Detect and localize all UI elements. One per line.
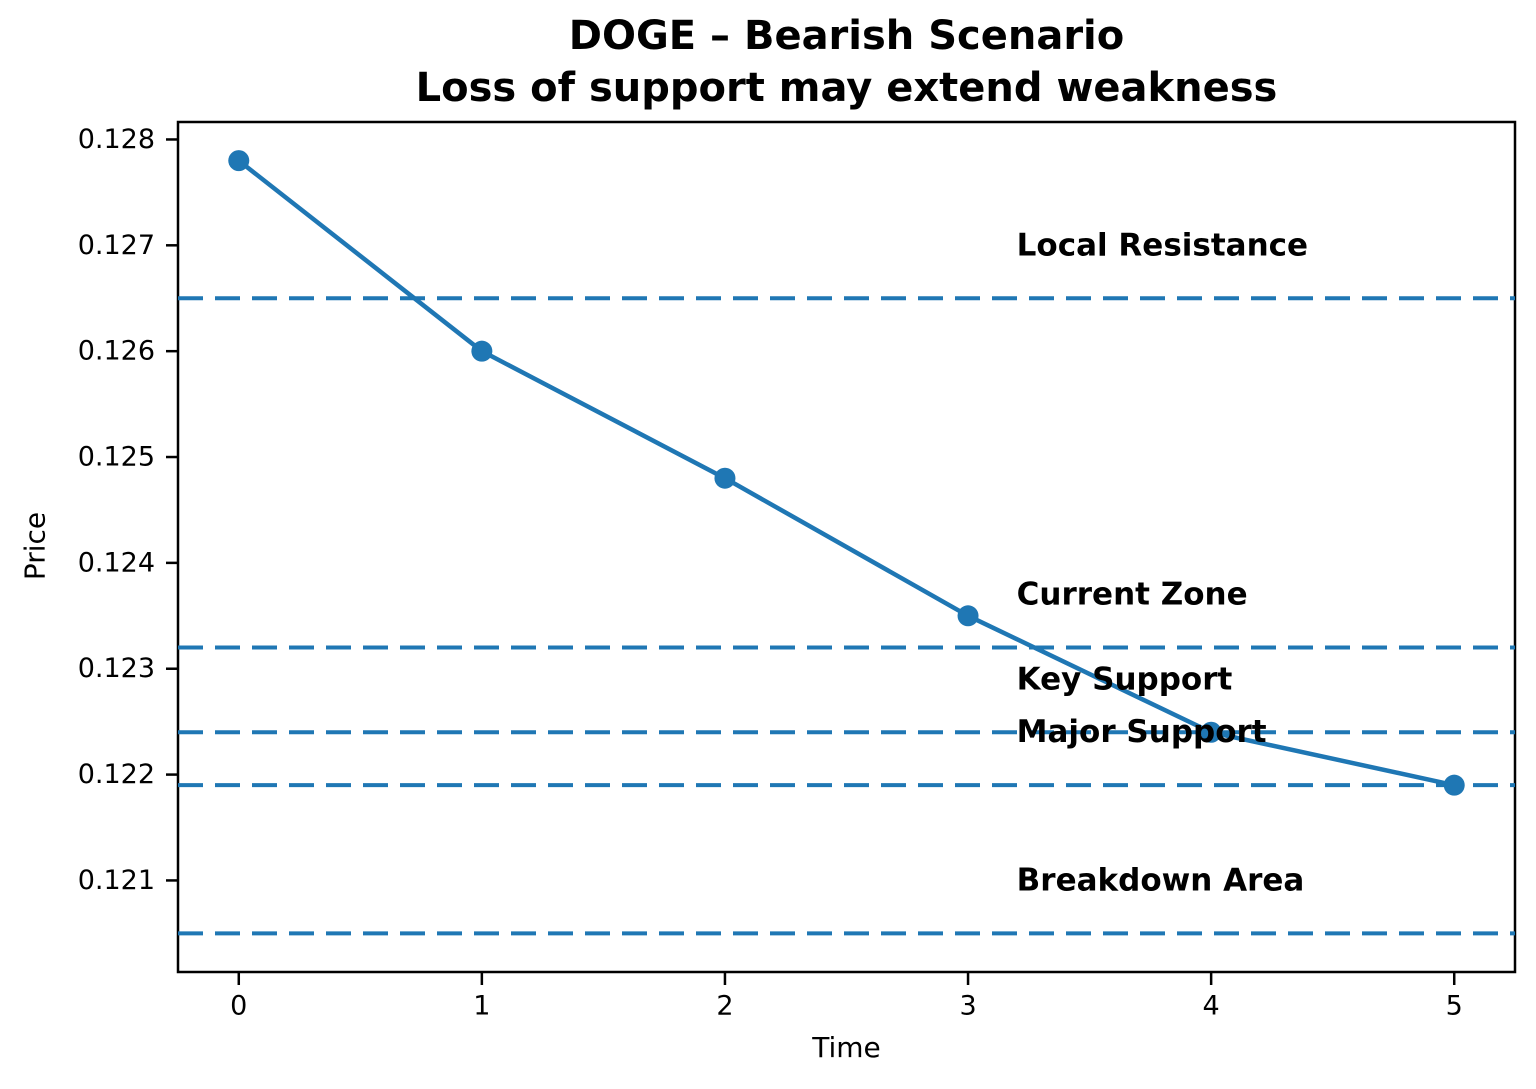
- price-marker: [1200, 721, 1222, 743]
- hline-label-current-zone: Current Zone: [1017, 577, 1248, 613]
- hline-label-major-support: Major Support: [1017, 714, 1267, 750]
- x-tick-label: 4: [1203, 991, 1220, 1022]
- price-marker: [1443, 774, 1465, 796]
- chart-title: DOGE – Bearish Scenario: [568, 13, 1125, 59]
- price-marker: [228, 150, 250, 172]
- x-tick-label: 2: [716, 991, 733, 1022]
- y-tick-label: 0.121: [78, 865, 155, 896]
- y-tick-label: 0.128: [78, 124, 155, 155]
- x-axis-label: Time: [812, 1031, 881, 1064]
- axes-frame: [176, 120, 1517, 974]
- hline-label-key-support: Key Support: [1017, 661, 1233, 697]
- y-axis-label: Price: [18, 511, 52, 581]
- hline-label-local-resistance: Local Resistance: [1017, 227, 1308, 263]
- hline-label-breakdown-area: Breakdown Area: [1017, 862, 1305, 898]
- price-line: [236, 158, 1457, 788]
- price-marker: [471, 340, 493, 362]
- x-tick-label: 1: [473, 991, 490, 1022]
- x-tick-label: 0: [230, 991, 247, 1022]
- y-tick-label: 0.127: [78, 230, 155, 261]
- y-tick-label: 0.122: [78, 759, 155, 790]
- y-tick-label: 0.125: [78, 442, 155, 473]
- price-marker: [957, 605, 979, 627]
- chart-title-block: DOGE – Bearish Scenario Loss of support …: [178, 10, 1515, 114]
- chart-subtitle: Loss of support may extend weakness: [415, 65, 1278, 111]
- x-tick-label: 5: [1446, 991, 1463, 1022]
- y-tick-label: 0.126: [78, 336, 155, 367]
- price-marker: [714, 467, 736, 489]
- y-tick-label: 0.124: [78, 547, 155, 578]
- y-tick-label: 0.123: [78, 653, 155, 684]
- x-tick-label: 3: [959, 991, 976, 1022]
